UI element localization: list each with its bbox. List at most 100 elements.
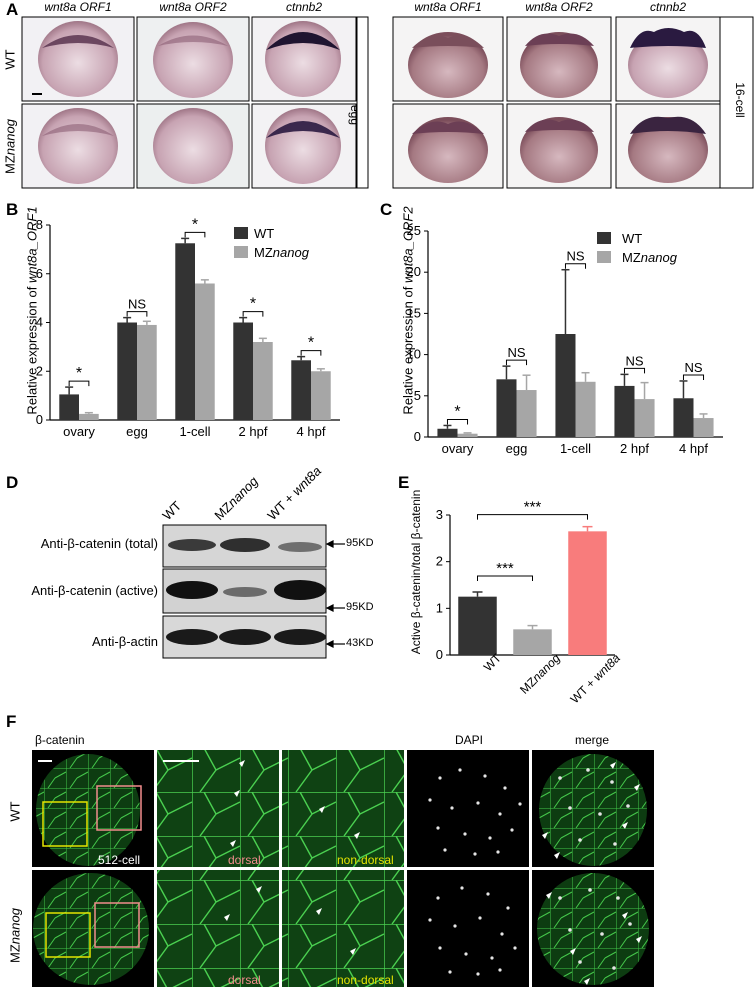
- blot-label-active: Anti-β-catenin (active): [31, 583, 158, 598]
- chart-b-bar: [195, 283, 215, 420]
- chart-c-xtick-label: egg: [506, 441, 528, 456]
- column-header-egg-ctnnb2: ctnnb2: [285, 0, 323, 14]
- chart-c-sig-label: NS: [684, 360, 702, 375]
- sixteen-cell-image-grid: [392, 16, 721, 189]
- chart-b-ylabel: Relative expression of wnt8a_ORF1: [24, 206, 40, 415]
- chart-c-legend-mz: MZnanog: [622, 250, 677, 265]
- chart-b: 0 2 4 6 8 ovary * egg NS 1-cell * 2 hpf * 4 hpf *: [36, 216, 340, 439]
- chart-b-bar: [117, 322, 137, 420]
- chart-b-bar: [291, 360, 311, 420]
- chart-c-sig-bracket: [682, 374, 705, 380]
- chart-b-ytick-label: 2: [36, 363, 43, 378]
- chart-e-bar: [568, 531, 607, 655]
- fluor-images: [32, 750, 654, 987]
- chart-e-sig-bracket: [477, 514, 588, 520]
- stage-label-512-cell: 512-cell: [98, 853, 141, 867]
- blot-label-total: Anti-β-catenin (total): [40, 536, 158, 551]
- chart-e-sig-label: ***: [496, 560, 514, 577]
- chart-e-ytick-label: 3: [436, 507, 443, 522]
- chart-c-bar: [457, 433, 478, 437]
- column-header-egg-wnt8a-orf1: wnt8a ORF1: [44, 0, 112, 14]
- chart-b-sig-label: NS: [128, 297, 146, 312]
- chart-c-ytick-label: 0: [414, 429, 421, 444]
- chart-c-ytick-label: 15: [407, 305, 421, 320]
- chart-c-bar: [673, 398, 694, 437]
- blot-size-total: 95KD: [346, 537, 374, 549]
- panel-b-letter: B: [6, 200, 19, 219]
- chart-b-sig-bracket: [300, 350, 322, 356]
- chart-b-xtick-label: 2 hpf: [239, 424, 268, 439]
- chart-c-sig-label: NS: [566, 249, 584, 264]
- chart-b-ytick-label: 6: [36, 266, 43, 281]
- chart-e-sig-label: ***: [524, 499, 542, 516]
- chart-b-xtick-label: ovary: [63, 424, 95, 439]
- chart-c-bar: [634, 399, 655, 437]
- chart-b-sig-label: *: [308, 335, 314, 352]
- blot-label-actin: Anti-β-actin: [92, 634, 158, 649]
- chart-b-bar: [175, 243, 195, 420]
- chart-c-sig-label: *: [454, 403, 460, 420]
- col-header-beta-catenin: β-catenin: [35, 733, 85, 747]
- chart-c-ytick-label: 25: [407, 223, 421, 238]
- chart-c-ylabel: Relative expression of wnt8a_ORF2: [400, 206, 416, 415]
- chart-c-sig-label: NS: [625, 353, 643, 368]
- chart-b-legend-swatch-mz: [234, 246, 248, 258]
- chart-b-sig-bracket: [126, 311, 148, 317]
- blot-figure: [162, 524, 345, 659]
- chart-c-sig-bracket: [623, 367, 646, 374]
- chart-c-legend-swatch-wt: [597, 232, 611, 244]
- chart-e-bar: [458, 596, 497, 655]
- column-header-egg-wnt8a-orf2: wnt8a ORF2: [159, 0, 227, 14]
- column-header-16cell-wnt8a-orf1: wnt8a ORF1: [414, 0, 482, 14]
- chart-c-sig-bracket: [446, 418, 469, 425]
- col-header-dapi: DAPI: [454, 733, 483, 747]
- row-label-mznanog: MZnanog: [2, 119, 18, 174]
- chart-b-xtick-label: 4 hpf: [297, 424, 326, 439]
- chart-c-bar: [555, 334, 576, 437]
- chart-c-legend-swatch-mz: [597, 251, 611, 263]
- chart-e-ylabel: Active β-catenin/total β-catenin: [409, 489, 423, 655]
- chart-b-sig-label: *: [76, 365, 82, 382]
- blot-size-actin: 43KD: [346, 637, 374, 649]
- chart-b-bar: [311, 371, 331, 420]
- chart-b-legend-wt: WT: [254, 226, 275, 241]
- chart-b-legend-mz: MZnanog: [254, 245, 309, 260]
- blot-size-active: 95KD: [346, 601, 374, 613]
- chart-b-sig-label: *: [250, 296, 256, 313]
- chart-c-sig-label: NS: [507, 345, 525, 360]
- dorsal-label-wt: dorsal: [228, 853, 261, 867]
- chart-e-sig-bracket: [477, 575, 533, 581]
- chart-b-legend-swatch-wt: [234, 227, 248, 239]
- chart-b-sig-bracket: [184, 231, 206, 238]
- chart-c: 0 5 10 15 20 25 ovary * egg NS 1-cell NS 2 hpf NS 4 hp…: [407, 223, 723, 456]
- chart-b-ytick-label: 0: [36, 412, 43, 427]
- nondorsal-label-mz: non-dorsal: [337, 973, 394, 987]
- panel-d-letter: D: [6, 473, 19, 492]
- chart-e: 0 1 2 3 *** ***: [436, 499, 615, 662]
- chart-e-ytick-label: 1: [436, 600, 443, 615]
- blot-actin: [162, 615, 327, 659]
- chart-b-ytick-label: 4: [36, 315, 43, 330]
- blot-total: [162, 524, 327, 568]
- stage-label-16cell: 16-cell: [733, 82, 747, 118]
- dorsal-label-mz: dorsal: [228, 973, 261, 987]
- panel-e-letter: E: [398, 473, 410, 492]
- column-header-16cell-wnt8a-orf2: wnt8a ORF2: [525, 0, 593, 14]
- panel-c-letter: C: [380, 200, 393, 219]
- chart-c-xtick-label: ovary: [442, 441, 474, 456]
- stage-label-egg: egg: [348, 104, 362, 126]
- chart-c-bar: [496, 379, 517, 437]
- chart-b-ytick-label: 8: [36, 217, 43, 232]
- chart-e-ytick-label: 0: [436, 647, 443, 662]
- chart-b-sig-bracket: [68, 380, 90, 387]
- chart-c-ytick-label: 10: [407, 347, 421, 362]
- chart-e-bar: [513, 629, 552, 655]
- chart-b-sig-label: *: [192, 216, 198, 233]
- fluorescence-figure: [32, 750, 654, 987]
- chart-e-ytick-label: 2: [436, 554, 443, 569]
- row-label-wt: WT: [2, 49, 18, 70]
- nondorsal-label-wt: non-dorsal: [337, 853, 394, 867]
- chart-c-bar: [516, 390, 537, 437]
- chart-b-bar: [79, 413, 99, 420]
- blot-active: [162, 568, 327, 614]
